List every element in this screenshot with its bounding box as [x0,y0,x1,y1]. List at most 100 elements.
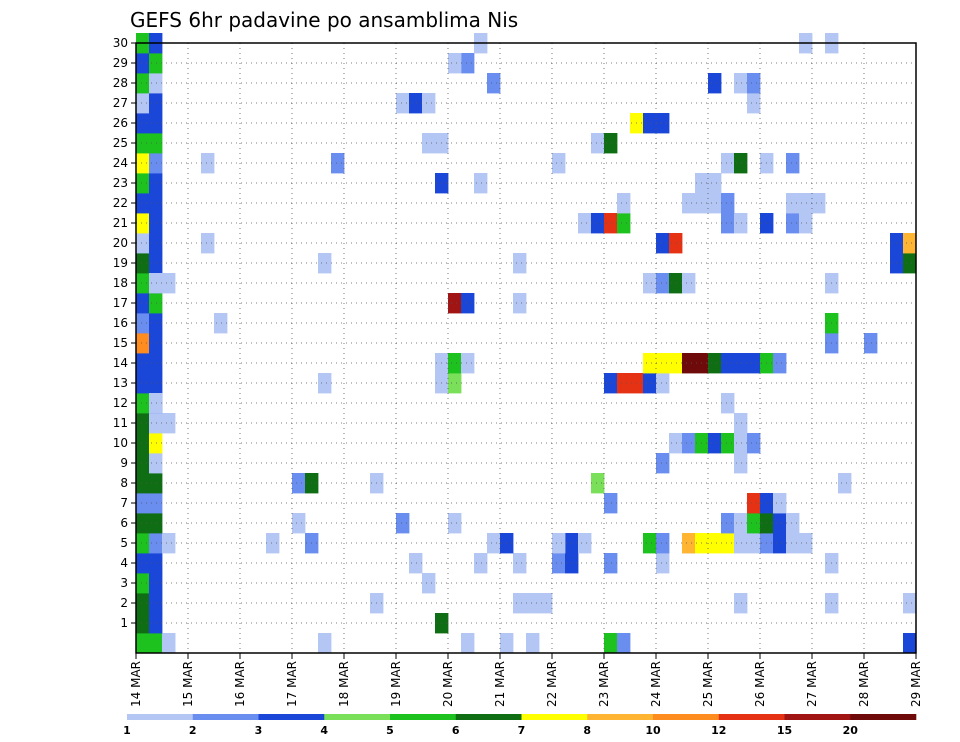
heatmap-cell [149,153,163,174]
heatmap-cell [734,353,748,374]
y-tick-label: 29 [113,56,128,70]
heatmap-cell [331,153,345,174]
heatmap-cell [149,593,163,614]
heatmap-cell [136,533,150,554]
heatmap-cell [487,533,501,554]
y-tick-label: 9 [120,456,128,470]
heatmap-cell [721,433,735,454]
heatmap-cell [734,73,748,94]
heatmap-cell [136,253,150,274]
heatmap-cell [422,93,436,114]
heatmap-cell [721,353,735,374]
heatmap-cell [747,93,761,114]
heatmap-cell [708,433,722,454]
heatmap-cell [669,353,683,374]
heatmap-cell [708,193,722,214]
heatmap-cell [682,533,696,554]
heatmap-cell [604,373,618,394]
heatmap-cell [721,393,735,414]
heatmap-cell [201,153,215,174]
heatmap-cell [396,93,410,114]
y-tick-label: 23 [113,176,128,190]
heatmap-cell [149,633,163,654]
heatmap-cell [656,233,670,254]
heatmap-cell [643,113,657,134]
heatmap-cell [513,593,527,614]
heatmap-cell [617,213,631,234]
heatmap-cell [318,633,332,654]
heatmap-cell [734,593,748,614]
colorbar-swatch [324,714,391,720]
y-tick-label: 18 [113,276,128,290]
x-tick-label: 18 MAR [337,661,351,707]
y-tick-label: 13 [113,376,128,390]
colorbar-label: 4 [320,724,328,737]
colorbar-swatch [455,714,522,720]
heatmap-cell [734,533,748,554]
heatmap-cell [526,593,540,614]
heatmap-cell [799,193,813,214]
y-tick-label: 17 [113,296,128,310]
heatmap-cell [136,433,150,454]
heatmap-cell [734,433,748,454]
heatmap-cell [162,533,176,554]
heatmap-cell [617,373,631,394]
y-tick-label: 25 [113,136,128,150]
heatmap-cell [747,493,761,514]
x-axis-ticks: 14 MAR 15 MAR 16 MAR 17 MAR 18 MAR 19 MAR 20 M… [129,653,923,707]
heatmap-cell [461,293,475,314]
heatmap-cell [149,433,163,454]
heatmap-cell [604,213,618,234]
heatmap-cell [149,513,163,534]
colorbar-swatch [718,714,785,720]
heatmap-cell [669,433,683,454]
chart-title: GEFS 6hr padavine po ansamblima Nis [130,8,518,32]
heatmap-cell [708,173,722,194]
heatmap-cell [201,233,215,254]
heatmap-cell [591,473,605,494]
heatmap-cell [747,513,761,534]
colorbar-swatch [258,714,325,720]
heatmap-cell [656,353,670,374]
heatmap-cell [149,73,163,94]
heatmap-cell [149,213,163,234]
heatmap-cell [643,353,657,374]
heatmap-cell [136,53,150,74]
heatmap-cell [591,213,605,234]
heatmap-cell [136,93,150,114]
x-tick-label: 21 MAR [493,661,507,707]
heatmap-cell [136,393,150,414]
heatmap-cell [721,533,735,554]
heatmap-cell [617,193,631,214]
heatmap-cell [149,53,163,74]
heatmap-cells [136,33,917,654]
heatmap-cell [136,473,150,494]
heatmap-cell [682,433,696,454]
heatmap-cell [461,353,475,374]
colorbar-label: 3 [255,724,263,737]
heatmap-cell [812,193,826,214]
heatmap-cell [604,633,618,654]
colorbar-label: 1 [123,724,131,737]
heatmap-cell [656,273,670,294]
heatmap-cell [136,413,150,434]
heatmap-cell [318,373,332,394]
heatmap-cell [799,533,813,554]
heatmap-cell [149,173,163,194]
heatmap-cell [149,193,163,214]
heatmap-cell [136,333,150,354]
heatmap-cell [903,593,917,614]
heatmap-cell [149,473,163,494]
heatmap-cell [773,533,787,554]
heatmap-cell [136,113,150,134]
heatmap-cell [786,153,800,174]
heatmap-cell [149,613,163,634]
colorbar-swatch [521,714,588,720]
colorbar-label: 7 [518,724,526,737]
colorbar-label: 10 [645,724,661,737]
heatmap-cell [721,513,735,534]
heatmap-cell [773,493,787,514]
colorbar: 1 2 3 4 5 6 7 8 10 12 15 20 [123,714,917,737]
heatmap-cell [513,253,527,274]
